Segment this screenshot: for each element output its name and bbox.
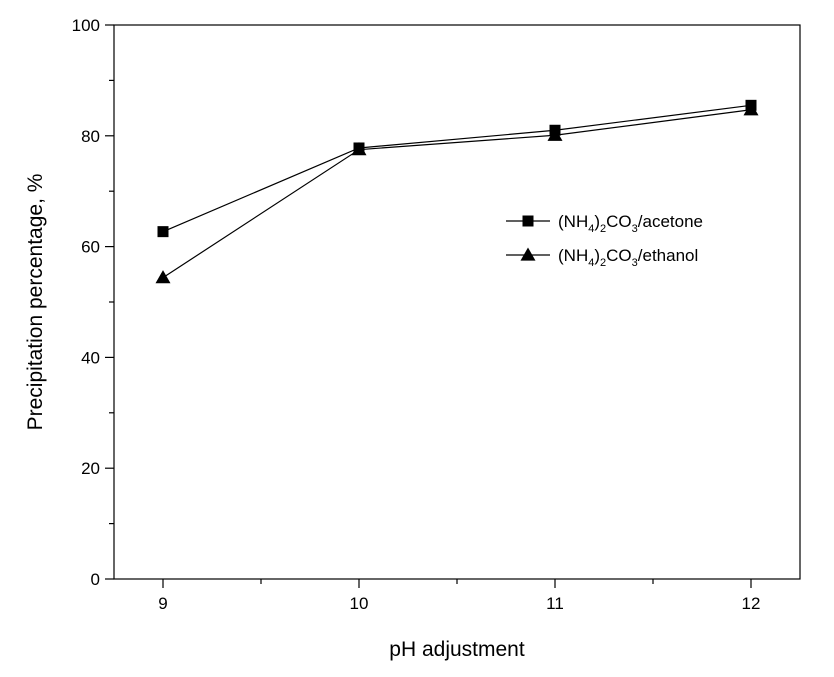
data-point-triangle — [743, 102, 759, 116]
y-tick-label: 20 — [81, 459, 100, 478]
y-tick-label: 40 — [81, 348, 100, 367]
x-tick-label: 11 — [546, 594, 564, 613]
data-point-triangle — [547, 127, 563, 141]
x-tick-label: 12 — [742, 594, 761, 613]
y-tick-label: 0 — [91, 570, 100, 589]
y-tick-label: 80 — [81, 127, 100, 146]
series-layer — [155, 99, 759, 284]
y-tick-label: 60 — [81, 238, 100, 257]
legend-label: (NH4)2CO3/ethanol — [558, 246, 698, 269]
data-point-triangle — [351, 142, 367, 156]
x-tick-label: 10 — [350, 594, 369, 613]
y-axis-ticks: 0 20 40 60 80 100 — [72, 16, 114, 589]
legend-marker-square — [522, 215, 534, 227]
series-line-triangle — [162, 109, 752, 279]
x-axis-ticks: 9 10 11 12 — [158, 579, 760, 613]
data-point-square — [157, 226, 169, 238]
legend-marker-triangle — [520, 247, 536, 261]
y-tick-label: 100 — [72, 16, 100, 35]
plot-area-frame — [113, 24, 801, 580]
series-line-square — [162, 104, 752, 233]
x-tick-label: 9 — [158, 594, 167, 613]
x-axis-title: pH adjustment — [389, 638, 525, 661]
y-axis-title: Precipitation percentage, % — [24, 174, 47, 431]
legend-label: (NH4)2CO3/acetone — [558, 212, 703, 235]
legend: (NH4)2CO3/acetone (NH4)2CO3/ethanol — [506, 212, 703, 269]
data-point-triangle — [155, 270, 171, 284]
